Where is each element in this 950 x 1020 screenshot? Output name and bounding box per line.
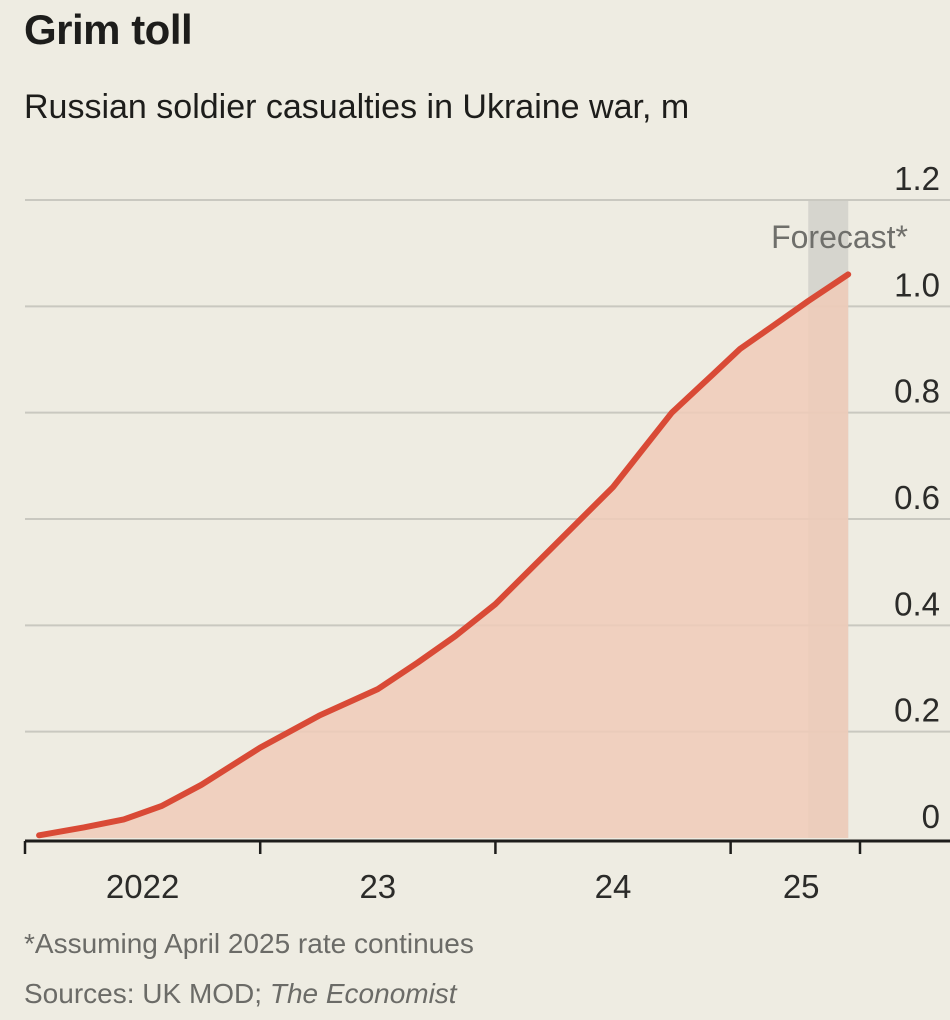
chart-title: Grim toll xyxy=(24,6,193,53)
series-line xyxy=(36,271,852,839)
y-axis-labels: 0 0.2 0.4 0.6 0.8 1.0 1.2 xyxy=(894,160,940,835)
y-tick-label: 0.4 xyxy=(894,585,940,622)
x-axis xyxy=(23,839,950,854)
series-area xyxy=(39,274,849,838)
y-tick-label: 1.2 xyxy=(894,160,940,197)
y-tick-label: 1.0 xyxy=(894,266,940,303)
source-note: Sources: UK MOD; The Economist xyxy=(24,978,457,1010)
x-tick-label: 23 xyxy=(359,868,396,905)
source-publication: The Economist xyxy=(269,978,457,1009)
area-layer xyxy=(39,274,849,838)
source-prefix: Sources: UK MOD; xyxy=(24,978,270,1009)
chart-area: 0 0.2 0.4 0.6 0.8 1.0 1.2 2022 23 24 25 Forecast* xyxy=(23,160,950,905)
footnote: *Assuming April 2025 rate continues xyxy=(24,928,474,959)
x-axis-labels: 2022 23 24 25 xyxy=(106,868,820,905)
y-tick-label: 0.6 xyxy=(894,479,940,516)
chart-subtitle: Russian soldier casualties in Ukraine wa… xyxy=(24,88,690,126)
y-tick-label: 0.2 xyxy=(894,692,940,729)
forecast-label: Forecast* xyxy=(771,219,908,255)
annotations: Forecast* xyxy=(771,219,908,255)
y-tick-label: 0 xyxy=(922,798,940,835)
x-tick-label: 24 xyxy=(595,868,632,905)
x-tick-label: 2022 xyxy=(106,868,179,905)
y-tick-label: 0.8 xyxy=(894,373,940,410)
x-tick-label: 25 xyxy=(783,868,820,905)
line-layer xyxy=(36,271,852,839)
